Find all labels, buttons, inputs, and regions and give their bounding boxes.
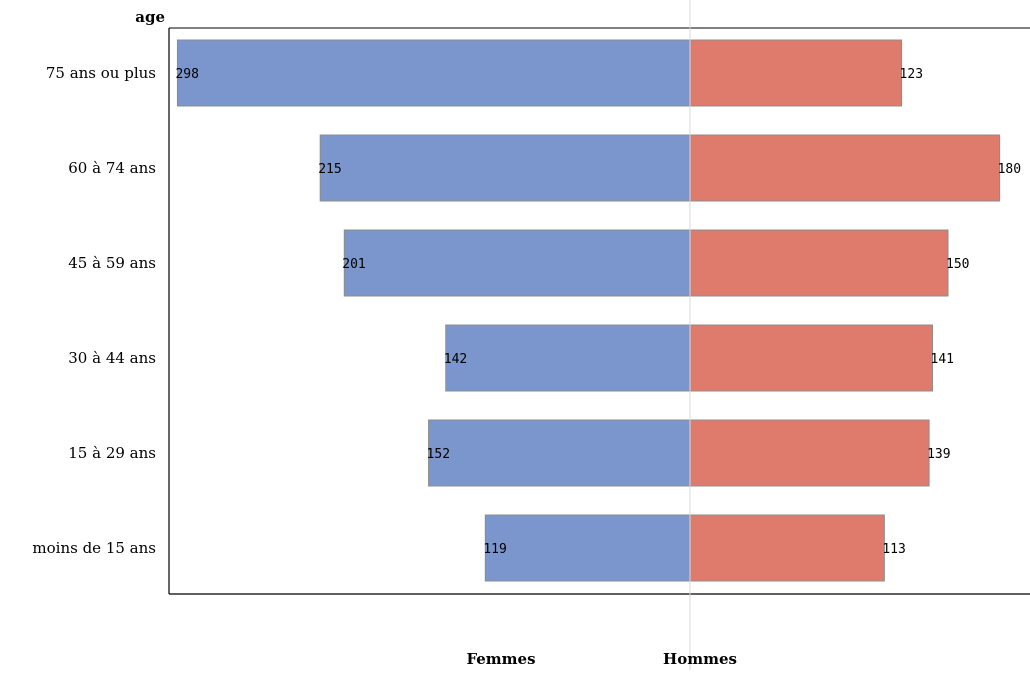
bar-femmes <box>445 324 691 392</box>
bar-hommes <box>689 134 1001 202</box>
bar-hommes <box>689 419 930 487</box>
bar-femmes <box>176 39 691 107</box>
bar-hommes <box>689 514 885 582</box>
labels-group: 75 ans ou plus 298 123 60 à 74 ans 215 180 45 … <box>32 64 1021 557</box>
category-label: 60 à 74 ans <box>68 159 156 177</box>
y-axis-title: age <box>135 8 165 26</box>
bar-femmes <box>484 514 691 582</box>
category-label: 45 à 59 ans <box>68 254 156 272</box>
value-label-hommes: 180 <box>998 162 1021 177</box>
category-label: 15 à 29 ans <box>68 444 156 462</box>
value-label-femmes: 201 <box>342 257 365 272</box>
value-label-hommes: 113 <box>882 542 905 557</box>
bar-femmes <box>428 419 691 487</box>
value-label-hommes: 139 <box>927 447 950 462</box>
value-label-femmes: 119 <box>483 542 506 557</box>
category-label: moins de 15 ans <box>32 539 156 557</box>
category-label: 75 ans ou plus <box>46 64 156 82</box>
bar-femmes <box>319 134 691 202</box>
bar-hommes <box>689 39 903 107</box>
value-label-femmes: 142 <box>444 352 467 367</box>
value-label-hommes: 141 <box>931 352 954 367</box>
group-label-hommes: Hommes <box>663 650 737 668</box>
value-label-femmes: 152 <box>427 447 450 462</box>
bar-femmes <box>343 229 691 297</box>
value-label-femmes: 215 <box>318 162 341 177</box>
value-label-hommes: 150 <box>946 257 969 272</box>
value-label-hommes: 123 <box>900 67 923 82</box>
bar-hommes <box>689 229 949 297</box>
category-label: 30 à 44 ans <box>68 349 156 367</box>
group-label-femmes: Femmes <box>466 650 535 668</box>
bar-hommes <box>689 324 934 392</box>
value-label-femmes: 298 <box>175 67 198 82</box>
bars-group <box>176 39 1001 582</box>
